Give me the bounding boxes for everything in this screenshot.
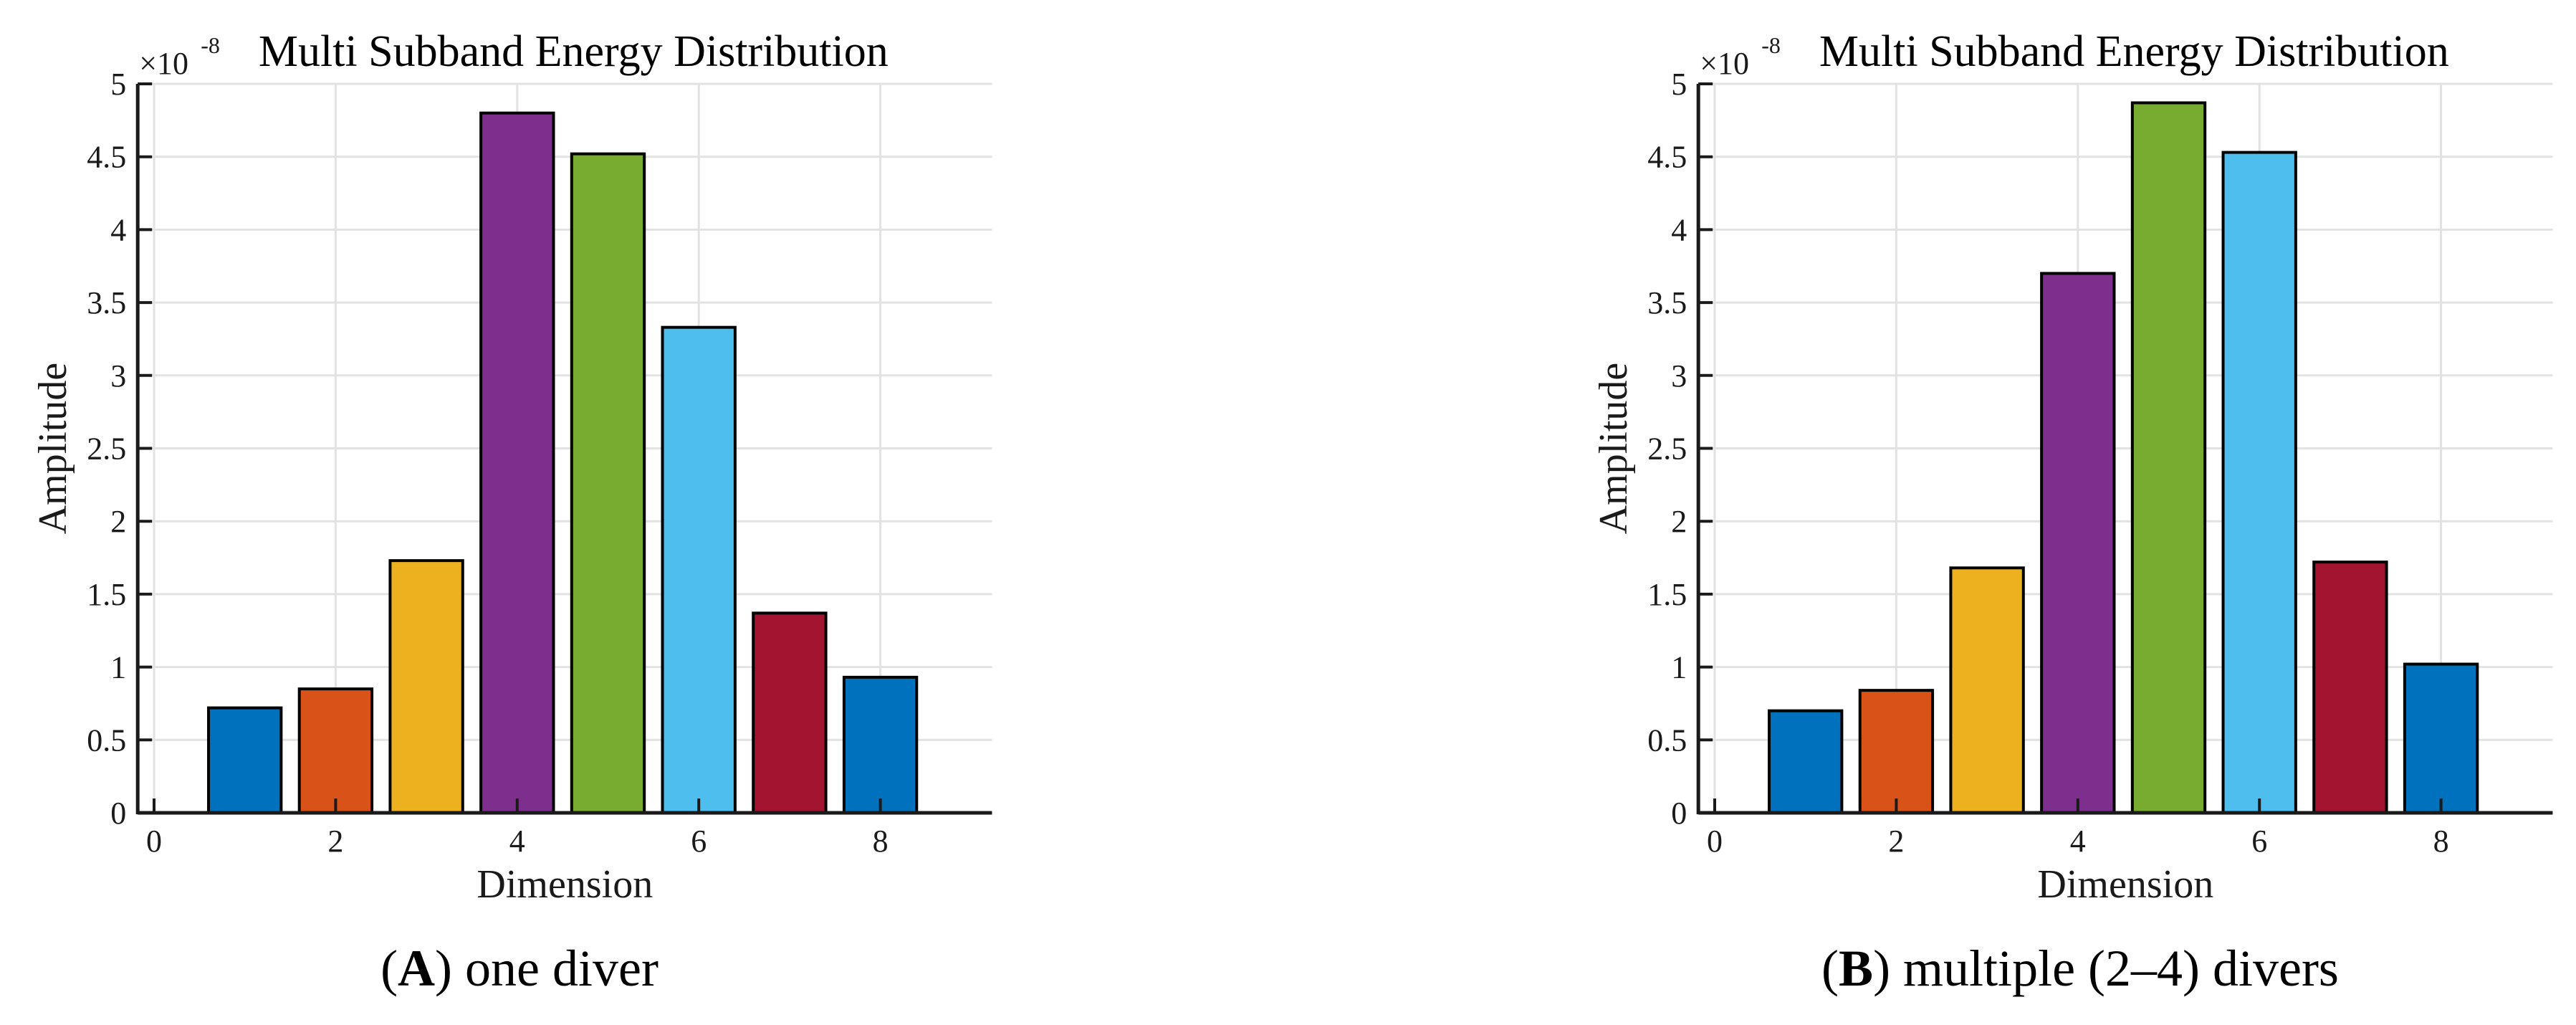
y-tick-label-a-4: 4 [110,212,126,247]
caption-b-open: ( [1821,940,1839,997]
bar-b-dim-6 [2221,151,2297,814]
caption-a-letter: A [398,940,436,997]
bar-b-dim-3 [1949,566,2025,815]
chart-title-b: Multi Subband Energy Distribution [1819,27,2449,76]
bar-b-dim-1 [1768,709,1844,814]
y-tick-label-b-1.5: 1.5 [1647,577,1687,612]
bar-chart-b: 0 0.5 1 1.5 2 2.5 3 3.5 4 4.5 5 0 2 4 6 8 ×10 -8 Multi Sub… [1591,27,2553,907]
y-tick-label-a-5: 5 [110,67,126,102]
x-tick-label-b-8: 8 [2433,824,2449,859]
bar-a-dim-8 [842,675,919,815]
y-tick-label-b-2: 2 [1671,504,1687,539]
y-exponent-power-b: -8 [1761,32,1781,58]
x-tick-label-b-4: 4 [2070,824,2086,859]
bar-a-dim-5 [570,152,646,814]
caption-b: (B) multiple (2–4) divers [1561,938,2576,999]
bar-b-dim-8 [2403,662,2479,814]
y-exponent-power-a: -8 [201,32,220,58]
y-tick-label-a-0.5: 0.5 [87,723,126,758]
y-tick-label-b-3: 3 [1671,358,1687,394]
bar-a-dim-2 [297,687,374,814]
x-axis-label-a: Dimension [477,862,653,907]
y-tick-label-b-4.5: 4.5 [1647,140,1687,175]
x-tick-label-b-0: 0 [1707,824,1723,859]
bar-a-dim-7 [752,611,828,814]
caption-b-text: multiple (2–4) divers [1890,940,2339,997]
bar-b-dim-2 [1858,689,1935,814]
bar-b-dim-5 [2130,101,2207,814]
y-tick-label-a-3.5: 3.5 [87,285,126,320]
y-tick-label-b-4: 4 [1671,212,1687,247]
bar-a-dim-1 [207,706,283,814]
caption-b-letter: B [1839,940,1874,997]
x-tick-label-a-0: 0 [146,824,162,859]
bar-a-dim-3 [388,559,464,814]
y-tick-label-a-3: 3 [110,358,126,394]
caption-a: (A) one diver [0,938,1039,999]
x-tick-label-b-2: 2 [1888,824,1904,859]
caption-b-close: ) [1873,940,1891,997]
chart-title-a: Multi Subband Energy Distribution [259,27,889,76]
bar-a-dim-6 [661,325,737,815]
y-tick-label-a-1.5: 1.5 [87,577,126,612]
bar-chart-a: 0 0.5 1 1.5 2 2.5 3 3.5 4 4.5 5 0 2 4 6 8 ×10 -8 Multi Sub… [31,27,992,907]
subfigure-a: 0 0.5 1 1.5 2 2.5 3 3.5 4 4.5 5 0 2 4 6 8 ×10 -8 Multi Sub… [0,0,1039,1025]
y-tick-label-a-0: 0 [110,796,126,831]
y-axis-label-b: Amplitude [1591,363,1636,535]
y-tick-label-b-3.5: 3.5 [1647,285,1687,320]
y-axis-label-a: Amplitude [31,363,75,535]
y-tick-label-a-2: 2 [110,504,126,539]
x-tick-label-b-6: 6 [2251,824,2267,859]
x-tick-label-a-2: 2 [327,824,343,859]
bar-a-dim-4 [479,111,555,814]
y-tick-label-a-2.5: 2.5 [87,432,126,467]
caption-a-text: one diver [452,940,659,997]
x-tick-label-a-8: 8 [873,824,889,859]
x-tick-label-a-6: 6 [691,824,707,859]
bar-b-dim-7 [2312,561,2388,814]
y-tick-label-b-0.5: 0.5 [1647,723,1687,758]
caption-a-close: ) [435,940,453,997]
y-tick-label-b-5: 5 [1671,67,1687,102]
y-tick-label-a-4.5: 4.5 [87,140,126,175]
y-tick-label-b-0: 0 [1671,796,1687,831]
y-exponent-base-b: ×10 [1700,46,1749,81]
x-tick-label-a-4: 4 [509,824,525,859]
caption-a-open: ( [380,940,398,997]
x-axis-label-b: Dimension [2037,862,2213,907]
bar-b-dim-4 [2040,272,2116,815]
y-tick-label-b-2.5: 2.5 [1647,432,1687,467]
y-exponent-base-a: ×10 [139,46,188,81]
y-tick-label-b-1: 1 [1671,650,1687,685]
y-tick-label-a-1: 1 [110,650,126,685]
subfigure-b: 0 0.5 1 1.5 2 2.5 3 3.5 4 4.5 5 0 2 4 6 8 ×10 -8 Multi Sub… [1561,0,2576,1025]
